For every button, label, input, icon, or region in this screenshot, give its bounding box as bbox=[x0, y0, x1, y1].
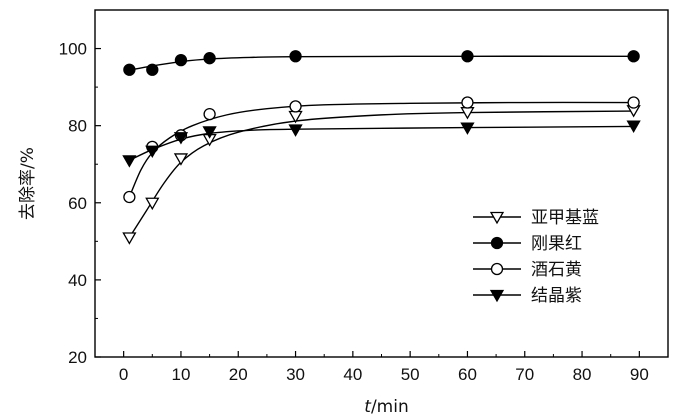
legend-marker bbox=[489, 289, 505, 303]
series-1-point bbox=[627, 50, 640, 63]
y-tick-label: 100 bbox=[59, 40, 87, 59]
x-axis-unit: /min bbox=[371, 397, 409, 417]
x-tick-label: 0 bbox=[119, 365, 128, 384]
series-2-point bbox=[461, 96, 474, 109]
series-0-point bbox=[145, 197, 160, 211]
x-tick-label: 90 bbox=[630, 365, 649, 384]
series-3-point bbox=[202, 126, 217, 139]
series-1-point bbox=[146, 63, 159, 76]
series-3-point bbox=[460, 122, 475, 135]
markers-layer bbox=[122, 50, 641, 245]
series-3-point bbox=[288, 124, 303, 137]
series-1-curve bbox=[129, 55, 634, 71]
x-tick-label: 80 bbox=[573, 365, 592, 384]
legend-marker bbox=[490, 262, 504, 276]
series-3-point bbox=[122, 155, 137, 168]
series-3-point bbox=[626, 120, 641, 133]
y-tick-label: 40 bbox=[68, 271, 87, 290]
x-tick-label: 40 bbox=[343, 365, 362, 384]
x-axis-variable: t bbox=[364, 397, 372, 417]
legend-label: 刚果红 bbox=[531, 234, 582, 254]
x-tick-label: 70 bbox=[515, 365, 534, 384]
series-2-point bbox=[123, 190, 136, 204]
y-axis-title: 去除率/% bbox=[18, 147, 38, 220]
legend-label: 酒石黄 bbox=[531, 260, 582, 280]
x-axis-title: t/min bbox=[364, 397, 408, 417]
x-tick-label: 10 bbox=[171, 365, 190, 384]
series-0-point bbox=[122, 232, 137, 245]
legend-marker bbox=[489, 211, 505, 225]
y-tick-label: 80 bbox=[68, 117, 87, 136]
series-0-curve bbox=[128, 110, 634, 238]
series-2-point bbox=[627, 96, 640, 109]
series-1-point bbox=[123, 63, 136, 76]
series-3-point bbox=[173, 132, 189, 145]
series-0-point bbox=[173, 153, 189, 166]
series-3-curve bbox=[129, 125, 634, 162]
series-1-point bbox=[174, 53, 188, 67]
series-1-point bbox=[203, 52, 216, 65]
y-tick-label: 20 bbox=[68, 348, 87, 367]
series-1-point bbox=[461, 50, 474, 63]
series-2-point bbox=[203, 107, 216, 121]
legend-marker bbox=[490, 236, 504, 250]
series-3-point bbox=[145, 145, 160, 159]
y-tick-label: 60 bbox=[68, 194, 87, 213]
series-1-point bbox=[289, 50, 302, 63]
series-2-point bbox=[289, 100, 302, 113]
x-tick-label: 30 bbox=[286, 365, 305, 384]
x-tick-label: 20 bbox=[229, 365, 248, 384]
legend-label: 亚甲基蓝 bbox=[531, 208, 599, 228]
curves-layer bbox=[128, 55, 634, 238]
x-tick-label: 60 bbox=[458, 365, 477, 384]
x-tick-label: 50 bbox=[401, 365, 420, 384]
axes-layer: 0 10 20 30 40 50 60 70 80 90 20 40 60 80 100 bbox=[59, 9, 669, 384]
legend-label: 结晶紫 bbox=[531, 286, 582, 306]
